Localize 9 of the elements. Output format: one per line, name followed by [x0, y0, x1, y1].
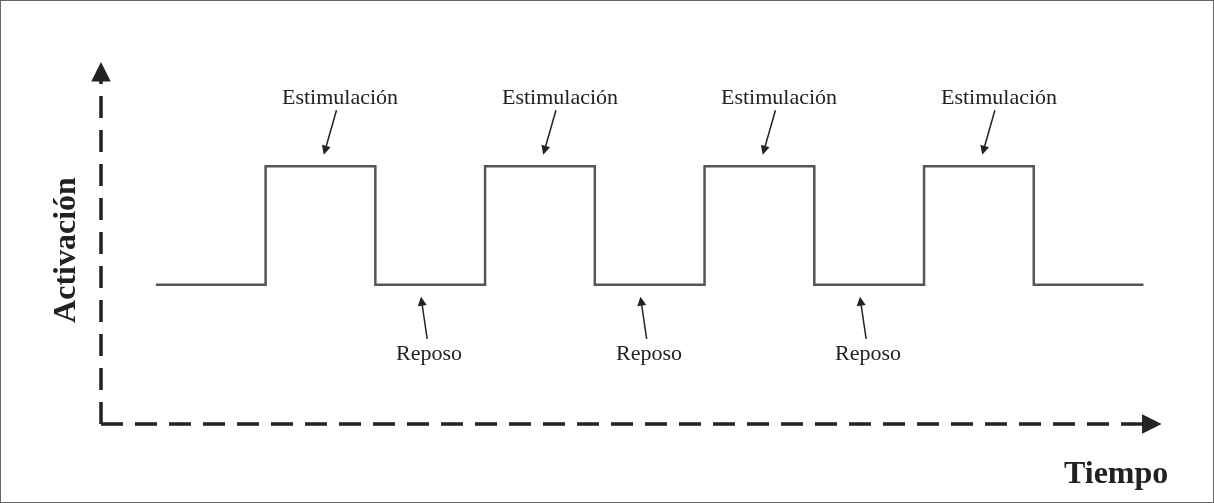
- annotation: Reposo: [616, 340, 682, 365]
- annotation: Estimulación: [721, 84, 838, 109]
- annotation: Estimulación: [502, 84, 619, 109]
- annotation: Reposo: [396, 340, 462, 365]
- y-axis-title: Activación: [46, 176, 83, 323]
- x-axis-title: Tiempo: [1064, 454, 1169, 490]
- annotation: Reposo: [835, 340, 901, 365]
- annotation: Estimulación: [282, 84, 399, 109]
- annotation: Estimulación: [941, 84, 1058, 109]
